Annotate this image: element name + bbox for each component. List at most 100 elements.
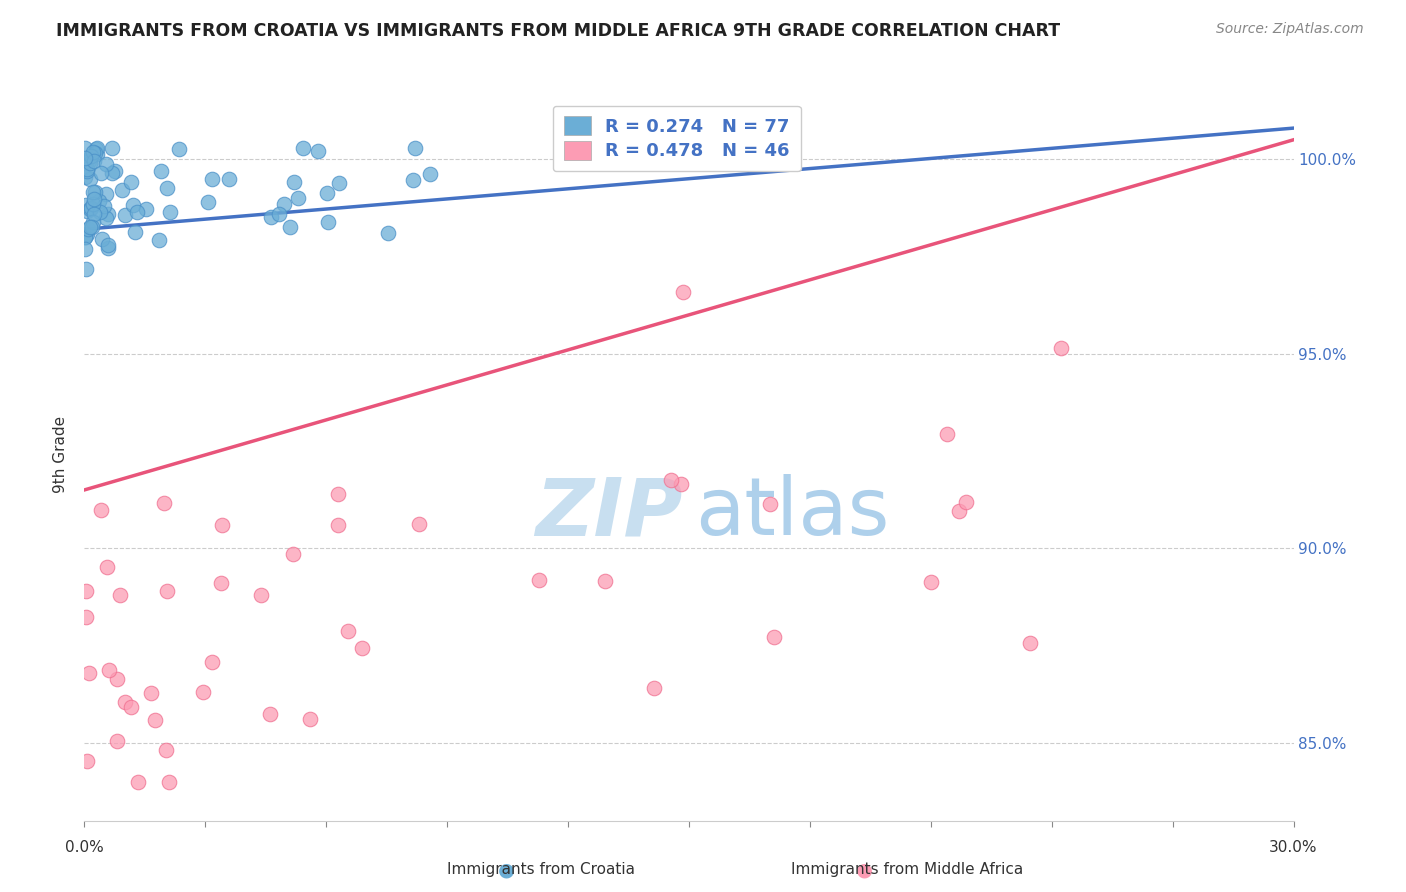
Point (936, 426, 959, 441)
Point (93, 199, 115, 213)
Point (77, 665, 100, 680)
Y-axis label: 9th Grade: 9th Grade (53, 417, 69, 493)
Point (105, 672, 128, 686)
Point (79, 154, 101, 169)
Point (76, 754, 98, 768)
Point (139, 686, 162, 700)
Point (86, 146, 108, 161)
Text: IMMIGRANTS FROM CROATIA VS IMMIGRANTS FROM MIDDLE AFRICA 9TH GRADE CORRELATION C: IMMIGRANTS FROM CROATIA VS IMMIGRANTS FR… (56, 22, 1060, 40)
Point (97, 241, 120, 255)
Point (669, 476, 692, 491)
Text: ●: ● (856, 860, 873, 880)
Point (76, 203, 98, 218)
Point (135, 202, 157, 217)
Point (91, 232, 114, 246)
Point (120, 700, 142, 714)
Point (211, 518, 233, 533)
Point (328, 487, 350, 501)
Point (80, 149, 103, 163)
Point (672, 285, 695, 299)
Point (283, 547, 305, 561)
Point (159, 205, 181, 219)
Point (94, 211, 117, 226)
Point (404, 140, 426, 154)
Text: atlas: atlas (695, 475, 890, 552)
Point (82, 215, 104, 229)
Point (97, 206, 120, 220)
Point (278, 220, 301, 235)
Point (101, 165, 124, 179)
Point (200, 172, 222, 186)
Point (83, 193, 105, 207)
Point (80, 219, 103, 234)
Point (110, 588, 132, 602)
Point (124, 225, 146, 239)
Point (408, 516, 430, 531)
Point (75, 583, 97, 598)
Point (307, 145, 329, 159)
Text: ●: ● (498, 860, 515, 880)
Point (948, 504, 970, 518)
Point (157, 774, 180, 789)
Point (328, 176, 350, 190)
Point (156, 181, 179, 195)
Point (218, 172, 240, 186)
Point (593, 574, 616, 588)
Point (83, 186, 105, 200)
Point (89, 194, 111, 209)
Point (316, 186, 339, 201)
Point (79, 219, 101, 234)
Point (127, 774, 149, 789)
Point (283, 175, 305, 189)
Point (260, 211, 283, 225)
Text: Source: ZipAtlas.com: Source: ZipAtlas.com (1216, 22, 1364, 37)
Point (84, 142, 107, 156)
Point (299, 712, 322, 726)
Point (75, 261, 97, 276)
Point (402, 173, 425, 187)
Point (209, 576, 232, 591)
Point (350, 640, 373, 655)
Point (291, 140, 314, 154)
Point (76, 164, 98, 178)
Point (267, 207, 290, 221)
Point (75, 151, 97, 165)
Point (259, 707, 281, 722)
Text: 30.0%: 30.0% (1270, 840, 1317, 855)
Point (336, 624, 359, 638)
Text: Immigrants from Croatia: Immigrants from Croatia (447, 863, 636, 877)
Point (79, 155, 101, 169)
Point (110, 183, 132, 197)
Point (121, 198, 143, 212)
Point (83, 207, 105, 221)
Point (114, 695, 136, 709)
Point (763, 631, 786, 645)
Point (191, 685, 214, 699)
Point (273, 196, 295, 211)
Point (643, 681, 665, 695)
Point (75, 198, 97, 212)
Point (127, 204, 149, 219)
Point (287, 191, 309, 205)
Point (75, 242, 97, 256)
Point (659, 473, 682, 487)
Point (326, 517, 349, 532)
Point (79, 202, 101, 217)
Point (100, 140, 122, 154)
Point (120, 176, 142, 190)
Point (105, 734, 128, 748)
Point (150, 164, 173, 178)
Point (75, 169, 97, 184)
Point (201, 655, 224, 669)
Point (89, 205, 111, 219)
Point (197, 195, 219, 210)
Point (75, 230, 97, 244)
Point (145, 713, 167, 727)
Point (86, 140, 108, 154)
Point (148, 233, 170, 247)
Point (1049, 341, 1071, 355)
Point (377, 226, 399, 240)
Point (114, 209, 136, 223)
Text: 0.0%: 0.0% (65, 840, 104, 855)
Point (83, 153, 105, 168)
